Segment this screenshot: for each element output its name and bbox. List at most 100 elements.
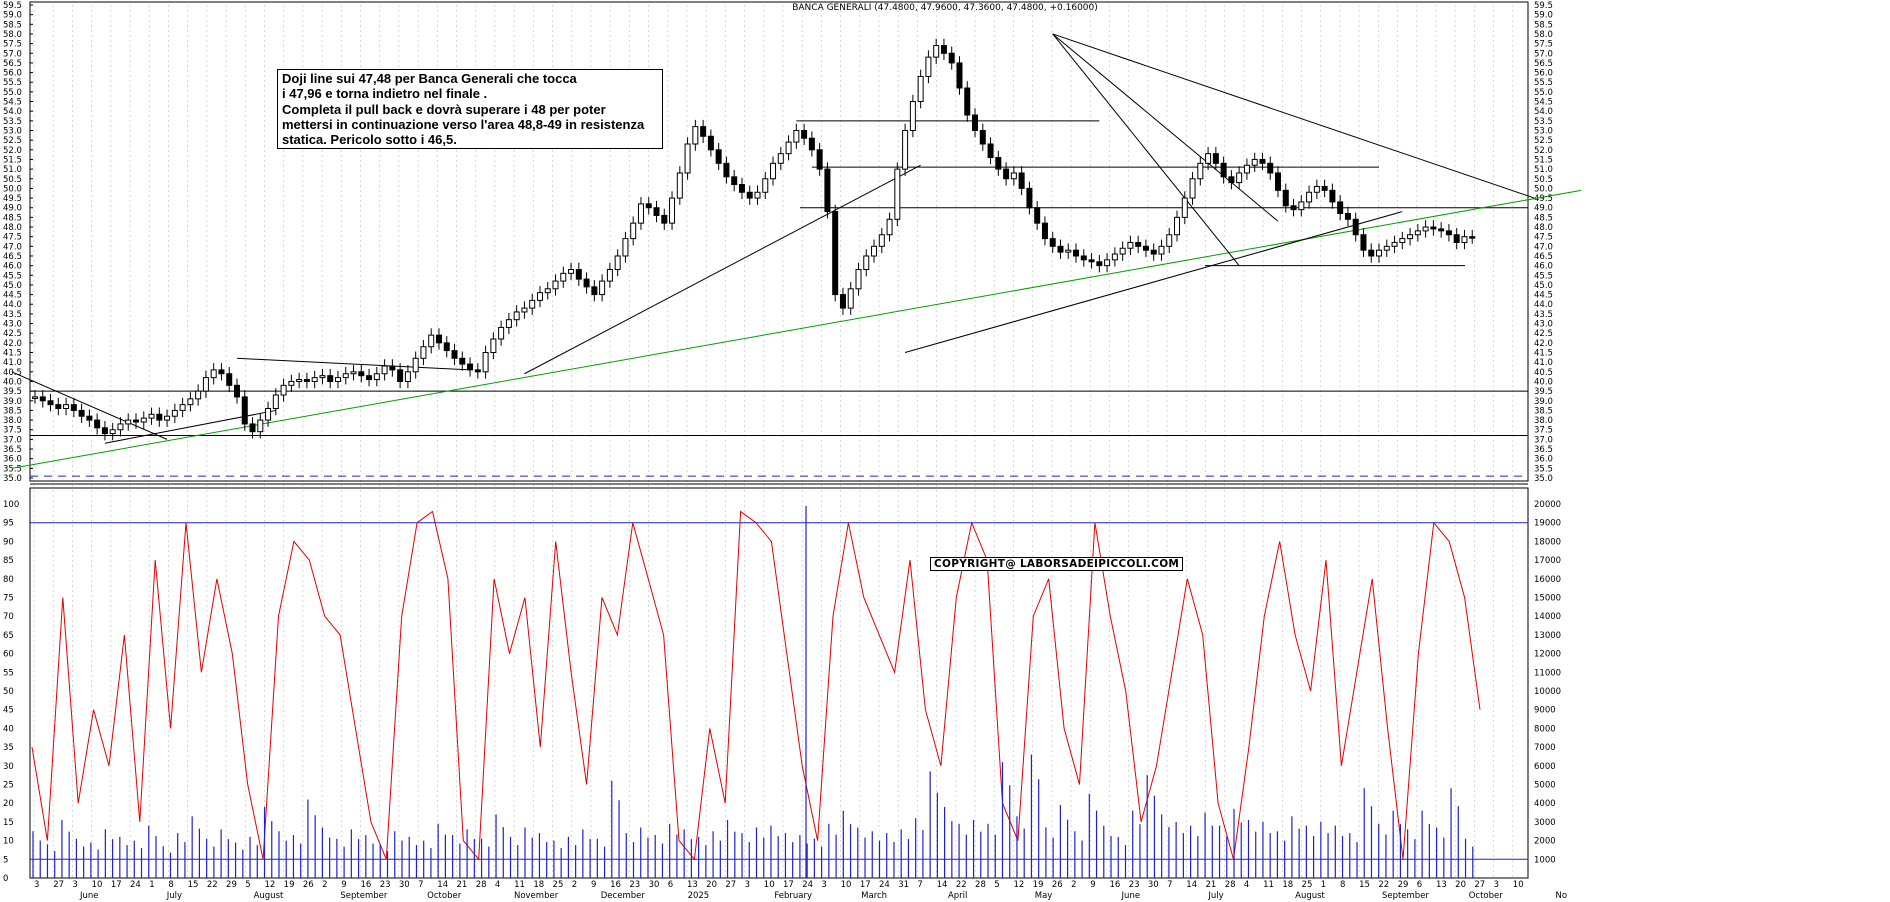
candle-body — [1321, 185, 1328, 191]
osc-tick-label: 35 — [3, 743, 14, 753]
candle-body — [366, 375, 373, 381]
y-tick-label: 53.0 — [3, 126, 22, 136]
volume-tick-label: 16000 — [1534, 575, 1561, 585]
volume-tick-label: 2000 — [1534, 837, 1556, 847]
x-day-label: 25 — [1302, 880, 1313, 890]
candle-body — [1003, 168, 1010, 180]
candle-body — [505, 319, 512, 328]
x-day-label: 17 — [783, 880, 794, 890]
x-day-label: 16 — [610, 880, 621, 890]
x-day-label: 7 — [418, 880, 423, 890]
y-tick-label: 56.5 — [1534, 59, 1553, 69]
x-day-label: 28 — [975, 880, 986, 890]
y-tick-label: 52.0 — [1534, 146, 1553, 156]
x-day-label: 27 — [53, 880, 64, 890]
candle-body — [1080, 255, 1087, 261]
x-day-label: 3 — [1494, 880, 1499, 890]
y-tick-label: 35.5 — [1534, 464, 1553, 474]
y-tick-label: 55.5 — [1534, 78, 1553, 88]
volume-tick-label: 18000 — [1534, 537, 1561, 547]
oscillator-line — [31, 510, 1481, 861]
y-tick-label: 53.5 — [1534, 117, 1553, 127]
candle-body — [715, 149, 722, 164]
candle-body — [1337, 201, 1344, 215]
x-day-label: 23 — [1129, 880, 1140, 890]
candle-body — [78, 409, 85, 417]
x-day-label: 22 — [207, 880, 218, 890]
y-tick-label: 58.0 — [3, 30, 22, 40]
candle-body — [824, 168, 831, 213]
y-tick-label: 40.5 — [3, 368, 22, 378]
candle-body — [1111, 253, 1118, 261]
candle-body — [32, 396, 38, 399]
support-trendline — [11, 189, 1582, 469]
osc-tick-label: 95 — [3, 519, 14, 529]
x-day-label: 15 — [1359, 880, 1370, 890]
candle-body — [754, 191, 761, 199]
y-tick-label: 59.5 — [1534, 1, 1553, 11]
y-tick-label: 37.5 — [1534, 426, 1553, 436]
x-day-label: 13 — [1436, 880, 1447, 890]
x-day-label: 21 — [457, 880, 468, 890]
x-day-label: 11 — [514, 880, 525, 890]
candle-body — [645, 203, 652, 209]
candle-body — [1026, 187, 1033, 209]
candle-body — [1174, 216, 1181, 236]
candle-body — [622, 238, 629, 257]
y-tick-label: 45.5 — [1534, 271, 1553, 281]
y-tick-label: 39.5 — [1534, 387, 1553, 397]
candle-body — [1065, 249, 1072, 253]
candle-body — [148, 413, 155, 419]
volume-tick-label: 11000 — [1534, 668, 1561, 678]
candle-body — [428, 334, 435, 348]
y-tick-label: 43.0 — [3, 320, 22, 330]
candle-body — [226, 373, 233, 386]
y-tick-label: 59.0 — [3, 11, 22, 21]
candle-body — [1383, 245, 1390, 251]
y-tick-label: 41.0 — [3, 358, 22, 368]
candle-body — [171, 409, 178, 417]
candle-body — [653, 207, 660, 216]
x-day-label: 14 — [437, 880, 448, 890]
candle-body — [1360, 234, 1367, 251]
candle-body — [700, 126, 707, 137]
osc-tick-label: 25 — [3, 781, 14, 791]
y-tick-label: 40.0 — [1534, 377, 1553, 387]
y-tick-label: 55.0 — [1534, 88, 1553, 98]
candle-body — [1282, 189, 1289, 207]
candle-body — [280, 384, 287, 396]
x-day-label: 30 — [399, 880, 410, 890]
candle-body — [1057, 245, 1064, 253]
y-tick-label: 42.0 — [1534, 339, 1553, 349]
trendline — [524, 164, 921, 375]
candle-body — [723, 162, 730, 178]
candle-body — [1096, 261, 1103, 267]
y-tick-label: 51.0 — [3, 165, 22, 175]
candle-body — [637, 203, 644, 224]
x-day-label: 7 — [917, 880, 922, 890]
volume-tick-label: 1000 — [1534, 855, 1556, 865]
candle-body — [490, 338, 497, 354]
volume-tick-label: 13000 — [1534, 631, 1561, 641]
candle-body — [513, 311, 520, 321]
candle-body — [894, 168, 901, 220]
candle-body — [1399, 238, 1406, 243]
y-tick-label: 43.5 — [1534, 310, 1553, 320]
x-day-label: 24 — [130, 880, 141, 890]
candle-body — [1127, 241, 1134, 249]
x-month-label: August — [1295, 891, 1325, 901]
y-tick-label: 56.0 — [3, 69, 22, 79]
candle-body — [521, 307, 528, 313]
x-day-label: 10 — [1513, 880, 1524, 890]
candle-body — [350, 371, 357, 375]
candle-body — [591, 286, 598, 296]
x-day-label: 4 — [1244, 880, 1249, 890]
volume-tick-label: 12000 — [1534, 650, 1561, 660]
y-tick-label: 59.5 — [3, 1, 22, 11]
candle-body — [1259, 158, 1266, 164]
x-month-label: October — [1469, 891, 1504, 901]
y-tick-label: 57.0 — [3, 49, 22, 59]
candle-body — [1461, 236, 1468, 243]
candle-body — [296, 379, 303, 382]
